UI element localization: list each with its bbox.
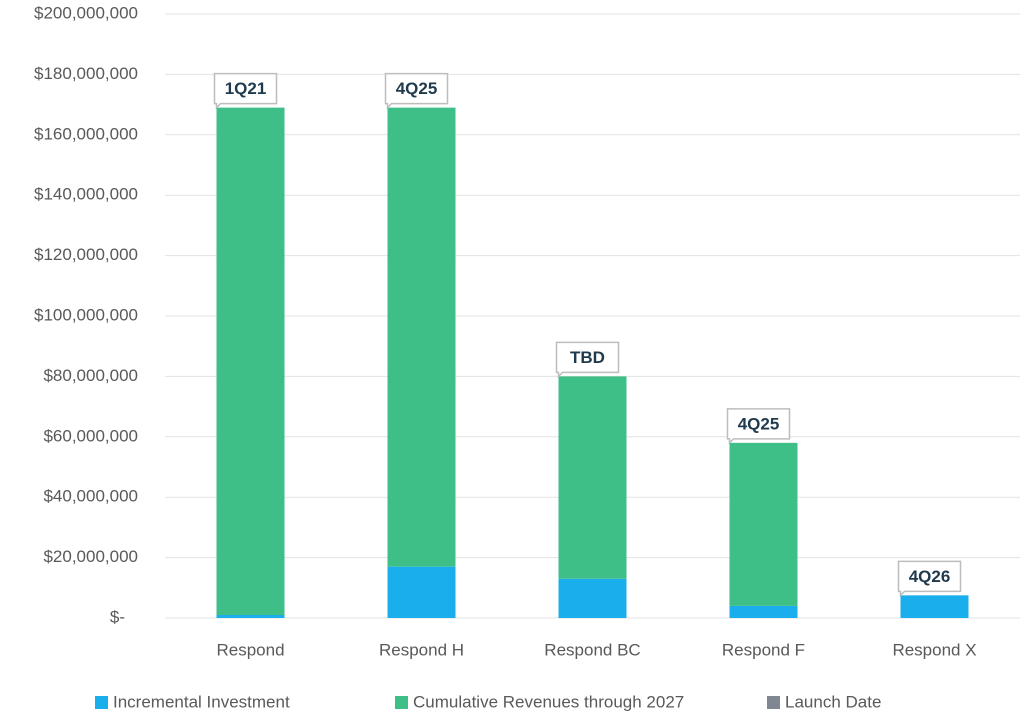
y-tick-label: $160,000,000 [34, 124, 138, 143]
bar-segment [558, 376, 627, 579]
y-tick-label: $140,000,000 [34, 185, 138, 204]
x-tick-label: Respond BC [544, 640, 640, 659]
callout-box [555, 341, 620, 379]
legend-swatch [95, 696, 108, 709]
legend-label: Incremental Investment [113, 692, 290, 711]
bar-segment [729, 442, 798, 606]
y-tick-label: $20,000,000 [43, 547, 138, 566]
legend-swatch [767, 696, 780, 709]
bar-segment [216, 107, 285, 615]
callout-label: TBD [570, 348, 605, 367]
y-tick-label: $200,000,000 [34, 3, 138, 22]
y-tick-label: $80,000,000 [43, 366, 138, 385]
callout-box [726, 408, 791, 445]
y-tick-label: $180,000,000 [34, 64, 138, 83]
x-tick-label: Respond [216, 640, 284, 659]
callout-box [897, 560, 962, 598]
callout-label: 1Q21 [225, 79, 267, 98]
legend-label: Cumulative Revenues through 2027 [413, 692, 684, 711]
bar-segment [558, 578, 627, 618]
bar-segment [729, 605, 798, 618]
y-tick-label: $100,000,000 [34, 305, 138, 324]
x-tick-label: Respond X [892, 640, 976, 659]
bar-segment [900, 595, 969, 618]
bar-segment [387, 107, 456, 567]
callout-box [213, 72, 278, 110]
y-tick-label: $60,000,000 [43, 426, 138, 445]
bar-segment [216, 614, 285, 618]
x-tick-label: Respond F [722, 640, 805, 659]
callout-label: 4Q26 [909, 567, 951, 586]
legend-swatch [395, 696, 408, 709]
y-tick-label: $- [110, 607, 125, 626]
callout-label: 4Q25 [396, 79, 438, 98]
callout-label: 4Q25 [738, 414, 780, 433]
x-tick-label: Respond H [379, 640, 464, 659]
bar-segment [387, 566, 456, 618]
y-tick-label: $120,000,000 [34, 245, 138, 264]
legend-label: Launch Date [785, 692, 881, 711]
y-tick-label: $40,000,000 [43, 487, 138, 506]
callout-box [384, 72, 449, 110]
